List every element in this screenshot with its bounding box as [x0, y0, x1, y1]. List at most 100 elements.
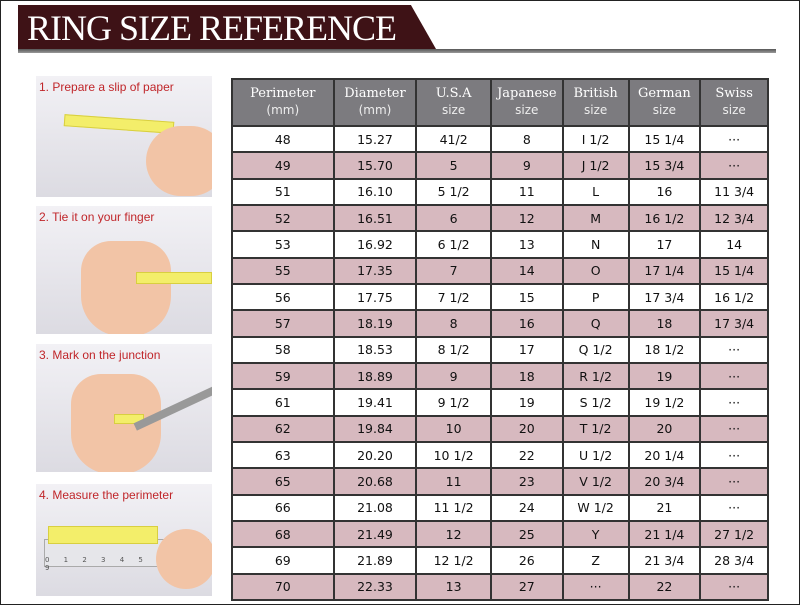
table-cell: 9 1/2 [415, 388, 492, 417]
table-cell: 61 [231, 388, 335, 417]
header-title: British [573, 86, 618, 101]
table-cell: M [561, 203, 630, 233]
table-cell: 18 [489, 361, 564, 391]
table-cell: 11 3/4 [699, 177, 769, 206]
table-cell: 16 1/2 [627, 203, 702, 233]
table-row: 55 17.35 7 14 O 17 1/4 15 1/4 [231, 256, 769, 285]
table-row: 61 19.41 9 1/2 19 S 1/2 19 1/2 ··· [231, 388, 769, 417]
table-cell: 51 [231, 177, 335, 206]
table-cell: 15 1/4 [699, 256, 769, 285]
table-cell: 20.20 [332, 440, 418, 470]
table-cell: 15 3/4 [627, 151, 702, 180]
table-cell: 69 [231, 546, 335, 575]
table-cell: 14 [699, 230, 769, 259]
table-cell: ··· [699, 493, 769, 522]
table-cell: 20 [627, 414, 702, 443]
table-cell: 20.68 [332, 467, 418, 496]
table-cell: 20 3/4 [627, 467, 702, 496]
table-row: 65 20.68 11 23 V 1/2 20 3/4 ··· [231, 467, 769, 496]
header-unit: size [652, 103, 677, 117]
table-cell: 59 [231, 361, 335, 391]
step-2-image: 2. Tie it on your finger [36, 206, 212, 334]
column-header: German size [627, 78, 702, 127]
table-cell: 25 [489, 519, 564, 549]
table-cell: 27 [489, 572, 564, 602]
table-cell: U 1/2 [561, 440, 630, 470]
table-cell: ··· [699, 361, 769, 391]
table-cell: 68 [231, 519, 335, 549]
table-cell: 16.92 [332, 230, 418, 259]
table-cell: R 1/2 [561, 361, 630, 391]
table-row: 70 22.33 13 27 ··· 22 ··· [231, 572, 769, 602]
table-cell: 41/2 [415, 124, 492, 154]
table-cell: 16 1/2 [699, 282, 769, 312]
paper-strip [63, 114, 175, 134]
table-cell: 10 [415, 414, 492, 443]
table-cell: 21 1/4 [627, 519, 702, 549]
hand [156, 529, 212, 589]
step-4-image: 4. Measure the perimeter 0 1 2 3 4 5 6 7… [36, 484, 212, 596]
table-cell: 21.49 [332, 519, 418, 549]
header-title: Japanese [497, 86, 557, 101]
header-unit: size [441, 103, 466, 117]
table-cell: 19.84 [332, 414, 418, 443]
table-cell: P [561, 282, 630, 312]
table-cell: 16 [627, 177, 702, 206]
table-cell: ··· [699, 440, 769, 470]
table-cell: ··· [699, 335, 769, 364]
table-cell: 13 [415, 572, 492, 602]
header-unit: size [515, 103, 539, 117]
table-cell: ··· [561, 572, 630, 602]
table-cell: 11 [415, 467, 492, 496]
table-cell: 5 1/2 [415, 177, 492, 206]
table-cell: 52 [231, 203, 335, 233]
table-cell: Q [561, 309, 630, 338]
column-header: Swiss size [699, 78, 769, 127]
step-label: 2. Tie it on your finger [39, 210, 155, 224]
table-row: 49 15.70 5 9 J 1/2 15 3/4 ··· [231, 151, 769, 180]
table-cell: 19.41 [332, 388, 418, 417]
table-cell: 17.75 [332, 282, 418, 312]
table-cell: 22.33 [332, 572, 418, 602]
column-header: Diameter (mm) [332, 78, 418, 127]
table-cell: 19 [489, 388, 564, 417]
table-cell: 8 [415, 309, 492, 338]
table-cell: 12 [489, 203, 564, 233]
step-3-image: 3. Mark on the junction [36, 344, 212, 472]
column-header: Japanese size [489, 78, 564, 127]
header-title: U.S.A [435, 86, 472, 101]
table-row: 52 16.51 6 12 M 16 1/2 12 3/4 [231, 203, 769, 233]
paper-strip [136, 272, 212, 284]
table-cell: 11 1/2 [415, 493, 492, 522]
header-title: Swiss [715, 86, 753, 101]
table-cell: 11 [489, 177, 564, 206]
table-cell: 17 3/4 [627, 282, 702, 312]
step-1-image: 1. Prepare a slip of paper [36, 76, 212, 197]
table-cell: 21 3/4 [627, 546, 702, 575]
table-cell: 24 [489, 493, 564, 522]
table-cell: 56 [231, 282, 335, 312]
page-title: RING SIZE REFERENCE [27, 8, 397, 48]
table-cell: 16 [489, 309, 564, 338]
table-cell: N [561, 230, 630, 259]
table-cell: 21.89 [332, 546, 418, 575]
table-cell: 19 1/2 [627, 388, 702, 417]
table-cell: 17 [489, 335, 564, 364]
table-cell: Y [561, 519, 630, 549]
hand [146, 126, 212, 196]
table-cell: 18.53 [332, 335, 418, 364]
table-cell: 20 1/4 [627, 440, 702, 470]
table-cell: 17 [627, 230, 702, 259]
table-cell: 12 [415, 519, 492, 549]
header-title: German [638, 86, 691, 101]
table-cell: L [561, 177, 630, 206]
table-cell: 49 [231, 151, 335, 180]
table-cell: 28 3/4 [699, 546, 769, 575]
table-cell: 65 [231, 467, 335, 496]
header-title: Diameter [344, 86, 406, 101]
table-row: 48 15.27 41/2 8 I 1/2 15 1/4 ··· [231, 124, 769, 154]
table-row: 59 18.89 9 18 R 1/2 19 ··· [231, 361, 769, 391]
table-cell: 23 [489, 467, 564, 496]
column-header: British size [561, 78, 630, 127]
table-cell: 53 [231, 230, 335, 259]
